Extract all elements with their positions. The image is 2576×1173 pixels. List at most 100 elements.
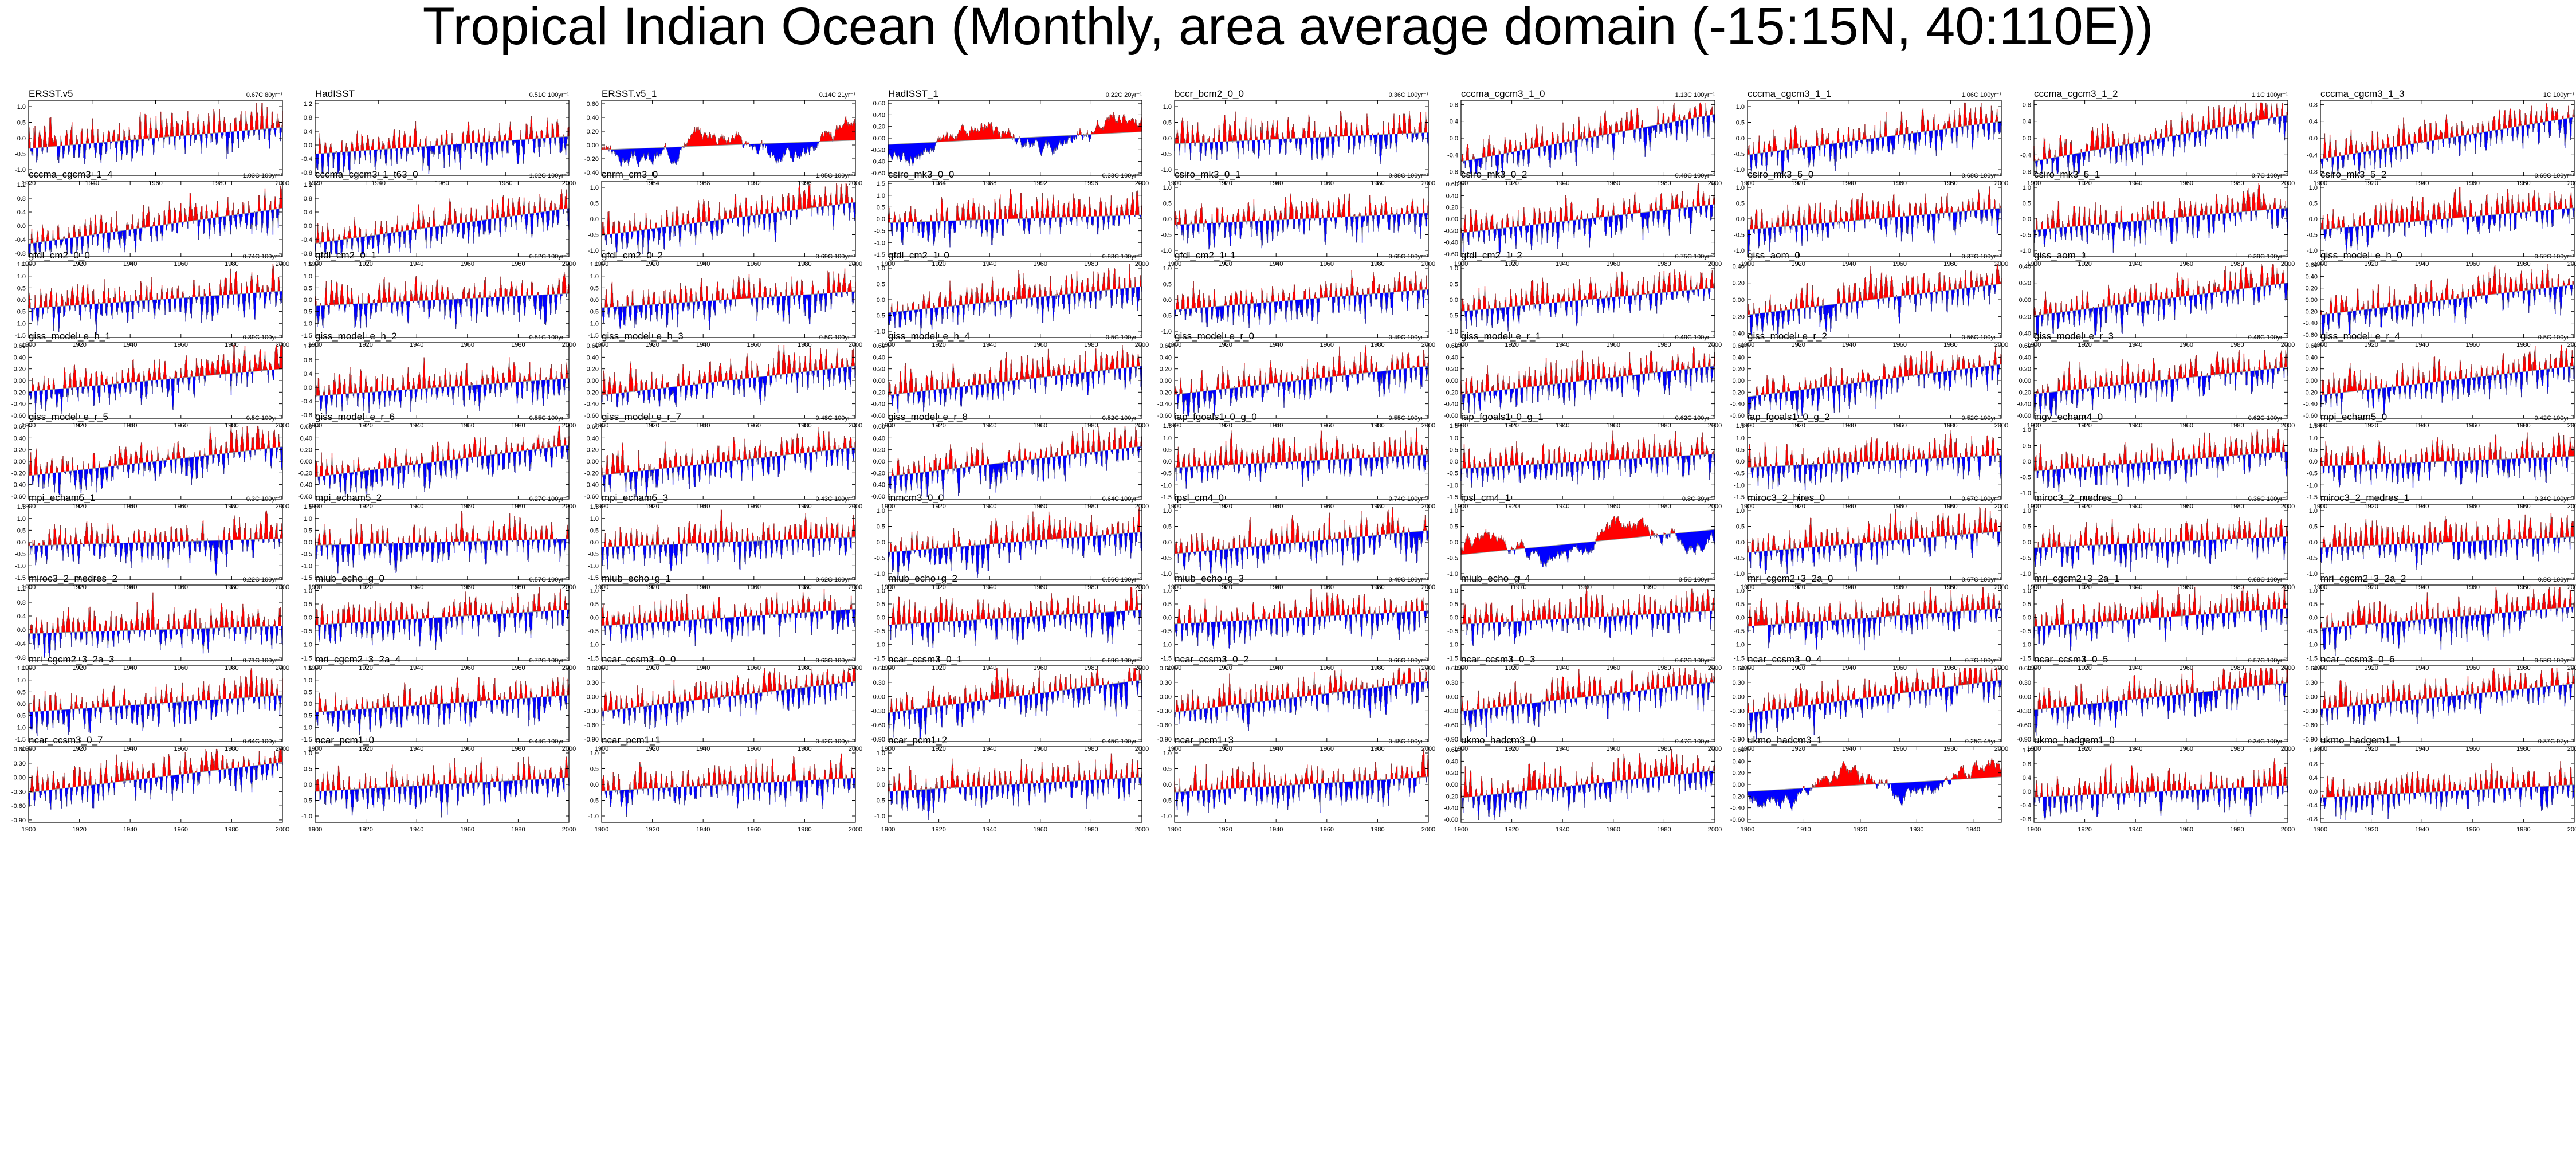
plot-frame xyxy=(601,100,856,176)
y-tick-label: 0.0 xyxy=(1163,216,1172,223)
panel-title: ncar_ccsm3_0_2 xyxy=(1175,654,1248,665)
y-tick-label: 0.30 xyxy=(1446,680,1458,686)
trend-line xyxy=(2320,116,2575,160)
series-line xyxy=(2320,103,2575,174)
y-tick-label: 0.5 xyxy=(1736,601,1745,608)
y-tick-label: -0.40 xyxy=(2017,331,2031,338)
y-tick-label: 0.20 xyxy=(873,366,885,373)
y-tick-label: -0.20 xyxy=(298,470,312,477)
x-tick-label: 1940 xyxy=(85,180,99,187)
y-tick-label: 0.0 xyxy=(2309,135,2318,142)
y-tick-label: -1.0 xyxy=(1447,642,1458,649)
panel-title: iap_fgoals1_0_g_0 xyxy=(1175,411,1257,422)
y-tick-label: -0.90 xyxy=(584,736,599,743)
y-tick-label: -0.20 xyxy=(584,389,599,396)
y-tick-label: -1.0 xyxy=(1161,571,1172,578)
series-line xyxy=(1747,102,2002,174)
y-tick-label: 0.00 xyxy=(2019,378,2031,385)
y-tick-label: 1.0 xyxy=(1450,435,1458,442)
y-tick-label: 0.40 xyxy=(873,112,885,119)
y-tick-label: -0.5 xyxy=(2020,474,2031,481)
panel-title: ncar_pcm1_0 xyxy=(315,735,374,746)
trend-label: 0.62C 100yr⁻¹ xyxy=(2248,415,2288,422)
y-tick-label: -0.8 xyxy=(301,170,312,176)
series-line xyxy=(28,102,283,164)
y-tick-label: -1.0 xyxy=(2307,571,2318,578)
y-tick-label: -1.5 xyxy=(301,655,312,662)
negative-anomaly-area xyxy=(888,532,1142,578)
y-tick-label: 0.00 xyxy=(2306,297,2318,304)
x-tick-label: 1960 xyxy=(2180,826,2193,833)
panel-title: csiro_mk3_5_0 xyxy=(1748,169,1813,180)
y-tick-label: 0.40 xyxy=(1446,193,1458,199)
y-tick-label: -0.5 xyxy=(588,628,599,635)
trend-label: 0.8C 39yr⁻¹ xyxy=(1682,496,1715,503)
y-tick-label: -0.20 xyxy=(2303,308,2318,315)
y-tick-label: 1.0 xyxy=(877,587,885,594)
y-tick-label: 0.00 xyxy=(1446,694,1458,701)
series-line xyxy=(1174,668,1429,731)
y-tick-label: 0.5 xyxy=(304,689,312,696)
negative-anomaly-area xyxy=(1462,205,1713,254)
y-tick-label: -0.60 xyxy=(1730,817,1745,823)
y-tick-label: -0.30 xyxy=(1157,708,1172,715)
y-tick-label: -1.0 xyxy=(1161,642,1172,649)
y-tick-label: 0.5 xyxy=(1736,524,1745,531)
y-tick-label: -0.5 xyxy=(874,228,885,235)
y-tick-label: 0.60 xyxy=(14,423,26,430)
panel-title: miub_echo_g_3 xyxy=(1175,573,1244,584)
y-tick-label: 1.5 xyxy=(590,504,599,511)
trend-line xyxy=(2320,536,2575,548)
y-tick-label: 1.5 xyxy=(17,665,26,672)
y-tick-label: 0.20 xyxy=(2306,366,2318,373)
trend-label: 0.49C 100yr⁻¹ xyxy=(1389,334,1429,341)
panel-title: gfdl_cm2_0_2 xyxy=(602,250,663,261)
positive-anomaly-area xyxy=(2320,103,2575,159)
plot-frame xyxy=(28,181,283,257)
y-tick-label: 0.5 xyxy=(304,601,312,608)
y-tick-label: 0.60 xyxy=(1160,665,1172,672)
positive-anomaly-area xyxy=(1747,347,2002,397)
panel-title: miub_echo_g_2 xyxy=(888,573,957,584)
plot-frame xyxy=(2320,584,2575,661)
negative-anomaly-area xyxy=(30,538,281,576)
y-tick-label: 1.2 xyxy=(17,586,26,593)
panel-gfdl_cm2_1_2: gfdl_cm2_1_2 0.75C 100yr⁻¹ 1.0 0.5 0.0 -0.5 -1… xyxy=(1447,250,1722,348)
series-line xyxy=(315,587,570,650)
trend-label: 0.62C 100yr⁻¹ xyxy=(816,576,856,583)
panel-title: ncar_ccsm3_0_6 xyxy=(2320,654,2394,665)
x-tick-label: 1940 xyxy=(410,826,423,833)
panel-title: giss_model_e_h_0 xyxy=(2320,250,2402,261)
series-line xyxy=(1174,110,1429,164)
series-line xyxy=(1174,270,1429,328)
y-tick-label: 0.0 xyxy=(877,615,885,622)
panel-title: gfdl_cm2_0_1 xyxy=(315,250,376,261)
y-tick-label: 0.00 xyxy=(873,694,885,701)
y-tick-label: 0.0 xyxy=(1450,297,1458,304)
y-tick-label: 1.5 xyxy=(304,665,312,672)
trend-label: 0.38C 100yr⁻¹ xyxy=(1389,172,1429,179)
x-tick-label: 1980 xyxy=(225,826,238,833)
series-line xyxy=(2320,761,2575,821)
panel-title: ERSST.v5_1 xyxy=(602,88,657,99)
y-tick-label: -0.5 xyxy=(1447,628,1458,635)
panel-title: miroc3_2_medres_1 xyxy=(2320,492,2409,503)
y-tick-label: -0.60 xyxy=(1730,413,1745,419)
trend-label: 0.37C 100yr⁻¹ xyxy=(1962,253,2002,260)
panel-ukmo_hadgem1_0: ukmo_hadgem1_0 0.34C 100yr⁻¹ 1.2 0.8 0.4 0.0 -… xyxy=(2020,735,2295,833)
panel-title: cccma_cgcm3_1_2 xyxy=(2034,88,2118,99)
y-tick-label: 0.0 xyxy=(1163,297,1172,304)
y-tick-label: 1.0 xyxy=(2023,427,2031,434)
plot-frame xyxy=(2320,746,2575,823)
y-tick-label: -0.5 xyxy=(874,313,885,320)
panel-ERSST.v5: ERSST.v5 0.67C 80yr⁻¹1.00.50.0-0.5-1.0192… xyxy=(15,88,289,187)
panel-iap_fgoals1_0_g_1: iap_fgoals1_0_g_1 0.62C 100yr⁻¹ 1.5 1.0 0.5 0… xyxy=(1447,411,1722,510)
y-tick-label: -1.0 xyxy=(874,328,885,335)
plot-frame xyxy=(1747,746,2002,823)
y-tick-label: -1.0 xyxy=(2020,248,2031,254)
panel-mri_cgcm2_3_2a_2: mri_cgcm2_3_2a_2 0.8C 100yr⁻¹ 1.0 0.5 0.0 -0.… xyxy=(2307,573,2576,672)
series-line xyxy=(601,116,856,168)
y-tick-label: 0.0 xyxy=(1736,135,1745,142)
y-tick-label: -1.5 xyxy=(1161,655,1172,662)
